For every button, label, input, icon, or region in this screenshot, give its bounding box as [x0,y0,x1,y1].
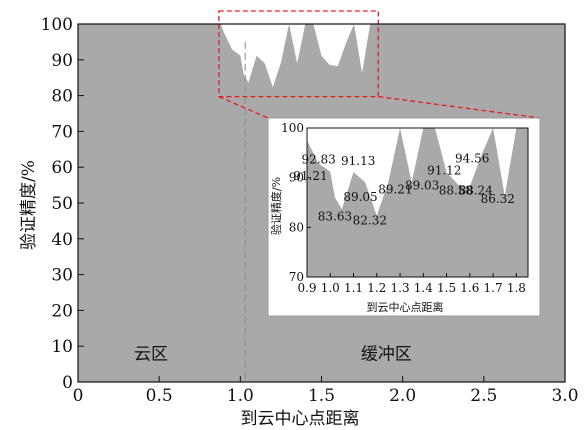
zoom-connector-right [378,95,541,119]
inset-y-tick-label: 80 [289,220,304,234]
inset-x-axis-label: 到云中心点距离 [367,300,444,314]
inset-x-tick-label: 1.1 [344,281,363,295]
main-x-tick-label: 2.5 [470,386,497,406]
inset-x-tick-label: 1.3 [391,281,410,295]
inset-data-label: 88.58 [439,184,473,198]
main-y-tick-label: 100 [41,15,73,35]
main-series-area [78,24,565,88]
main-x-tick-label: 3.0 [551,386,578,406]
inset-data-label: 83.63 [318,209,352,223]
main-x-tick-label: 1.0 [227,386,254,406]
inset-x-tick-label: 1.5 [437,281,456,295]
zoom-window-box [218,10,379,98]
inset-series-area [307,128,528,216]
inset-axes-frame [306,127,529,278]
inset-x-tick-label: 1.4 [414,281,433,295]
main-y-tick-label: 80 [51,87,73,107]
main-x-tick-label: 2.0 [389,386,416,406]
inset-data-label: 94.56 [455,151,489,165]
main-y-axis-label: 验证精度/% [19,160,39,250]
region-label-cloud: 云区 [134,344,168,364]
inset-data-label: 89.21 [378,183,412,197]
inset-data-label: 91.12 [427,164,461,178]
main-y-tick-label: 70 [51,122,73,142]
main-y-tick-label: 60 [51,158,73,178]
inset-data-label: 88.24 [458,184,493,198]
inset-data-label: 89.05 [343,190,377,204]
inset-data-label: 92.83 [301,153,335,167]
main-y-tick-label: 30 [51,266,73,286]
main-y-tick-label: 50 [51,194,73,214]
main-x-tick-label: 0 [73,386,84,406]
inset-x-tick-label: 0.9 [297,281,316,295]
inset-chart: 0.9 1.0 1.1 1.2 1.3 1.4 1.5 1.6 1.7 1.8 70 80 90 100… [267,117,541,317]
inset-x-tick-label: 1.6 [460,281,479,295]
main-y-tick-label: 10 [51,337,73,357]
inset-x-tick-label: 1.7 [484,281,503,295]
inset-data-labels: 92.83 91.21 91.13 89.05 83.63 82.32 89.2189.03… [293,151,515,227]
inset-y-tick-label: 100 [281,121,304,135]
main-y-tick-label: 0 [62,373,73,393]
main-y-tick-label: 20 [51,301,73,321]
inset-data-label: 91.13 [341,154,375,168]
main-x-axis-label: 到云中心点距离 [241,409,360,429]
zoom-connector-left [218,96,269,119]
main-y-tick-label: 40 [51,230,73,250]
inset-data-label: 91.21 [293,169,327,183]
region-label-buffer: 缓冲区 [361,344,412,364]
inset-y-ticks: 70 80 90 100 [281,121,311,284]
main-y-ticks: 0 10 20 30 40 50 60 70 80 90 100 [41,15,84,393]
main-x-ticks: 0 0.5 1.0 1.5 2.0 2.5 3.0 [73,376,579,406]
inset-y-tick-label: 70 [289,270,304,284]
main-x-tick-label: 0.5 [146,386,173,406]
inset-data-label: 89.03 [405,179,439,193]
inset-x-tick-label: 1.8 [507,281,526,295]
inset-x-tick-label: 1.2 [367,281,386,295]
main-y-tick-label: 90 [51,51,73,71]
inset-data-label: 86.32 [481,192,515,206]
inset-y-tick-label: 90 [289,171,304,185]
inset-x-ticks: 0.9 1.0 1.1 1.2 1.3 1.4 1.5 1.6 1.7 1.8 [297,273,526,295]
main-x-tick-label: 1.5 [308,386,335,406]
inset-data-label: 82.32 [353,213,387,227]
inset-x-tick-label: 1.0 [321,281,340,295]
inset-y-axis-label: 验证精度/% [269,177,283,235]
